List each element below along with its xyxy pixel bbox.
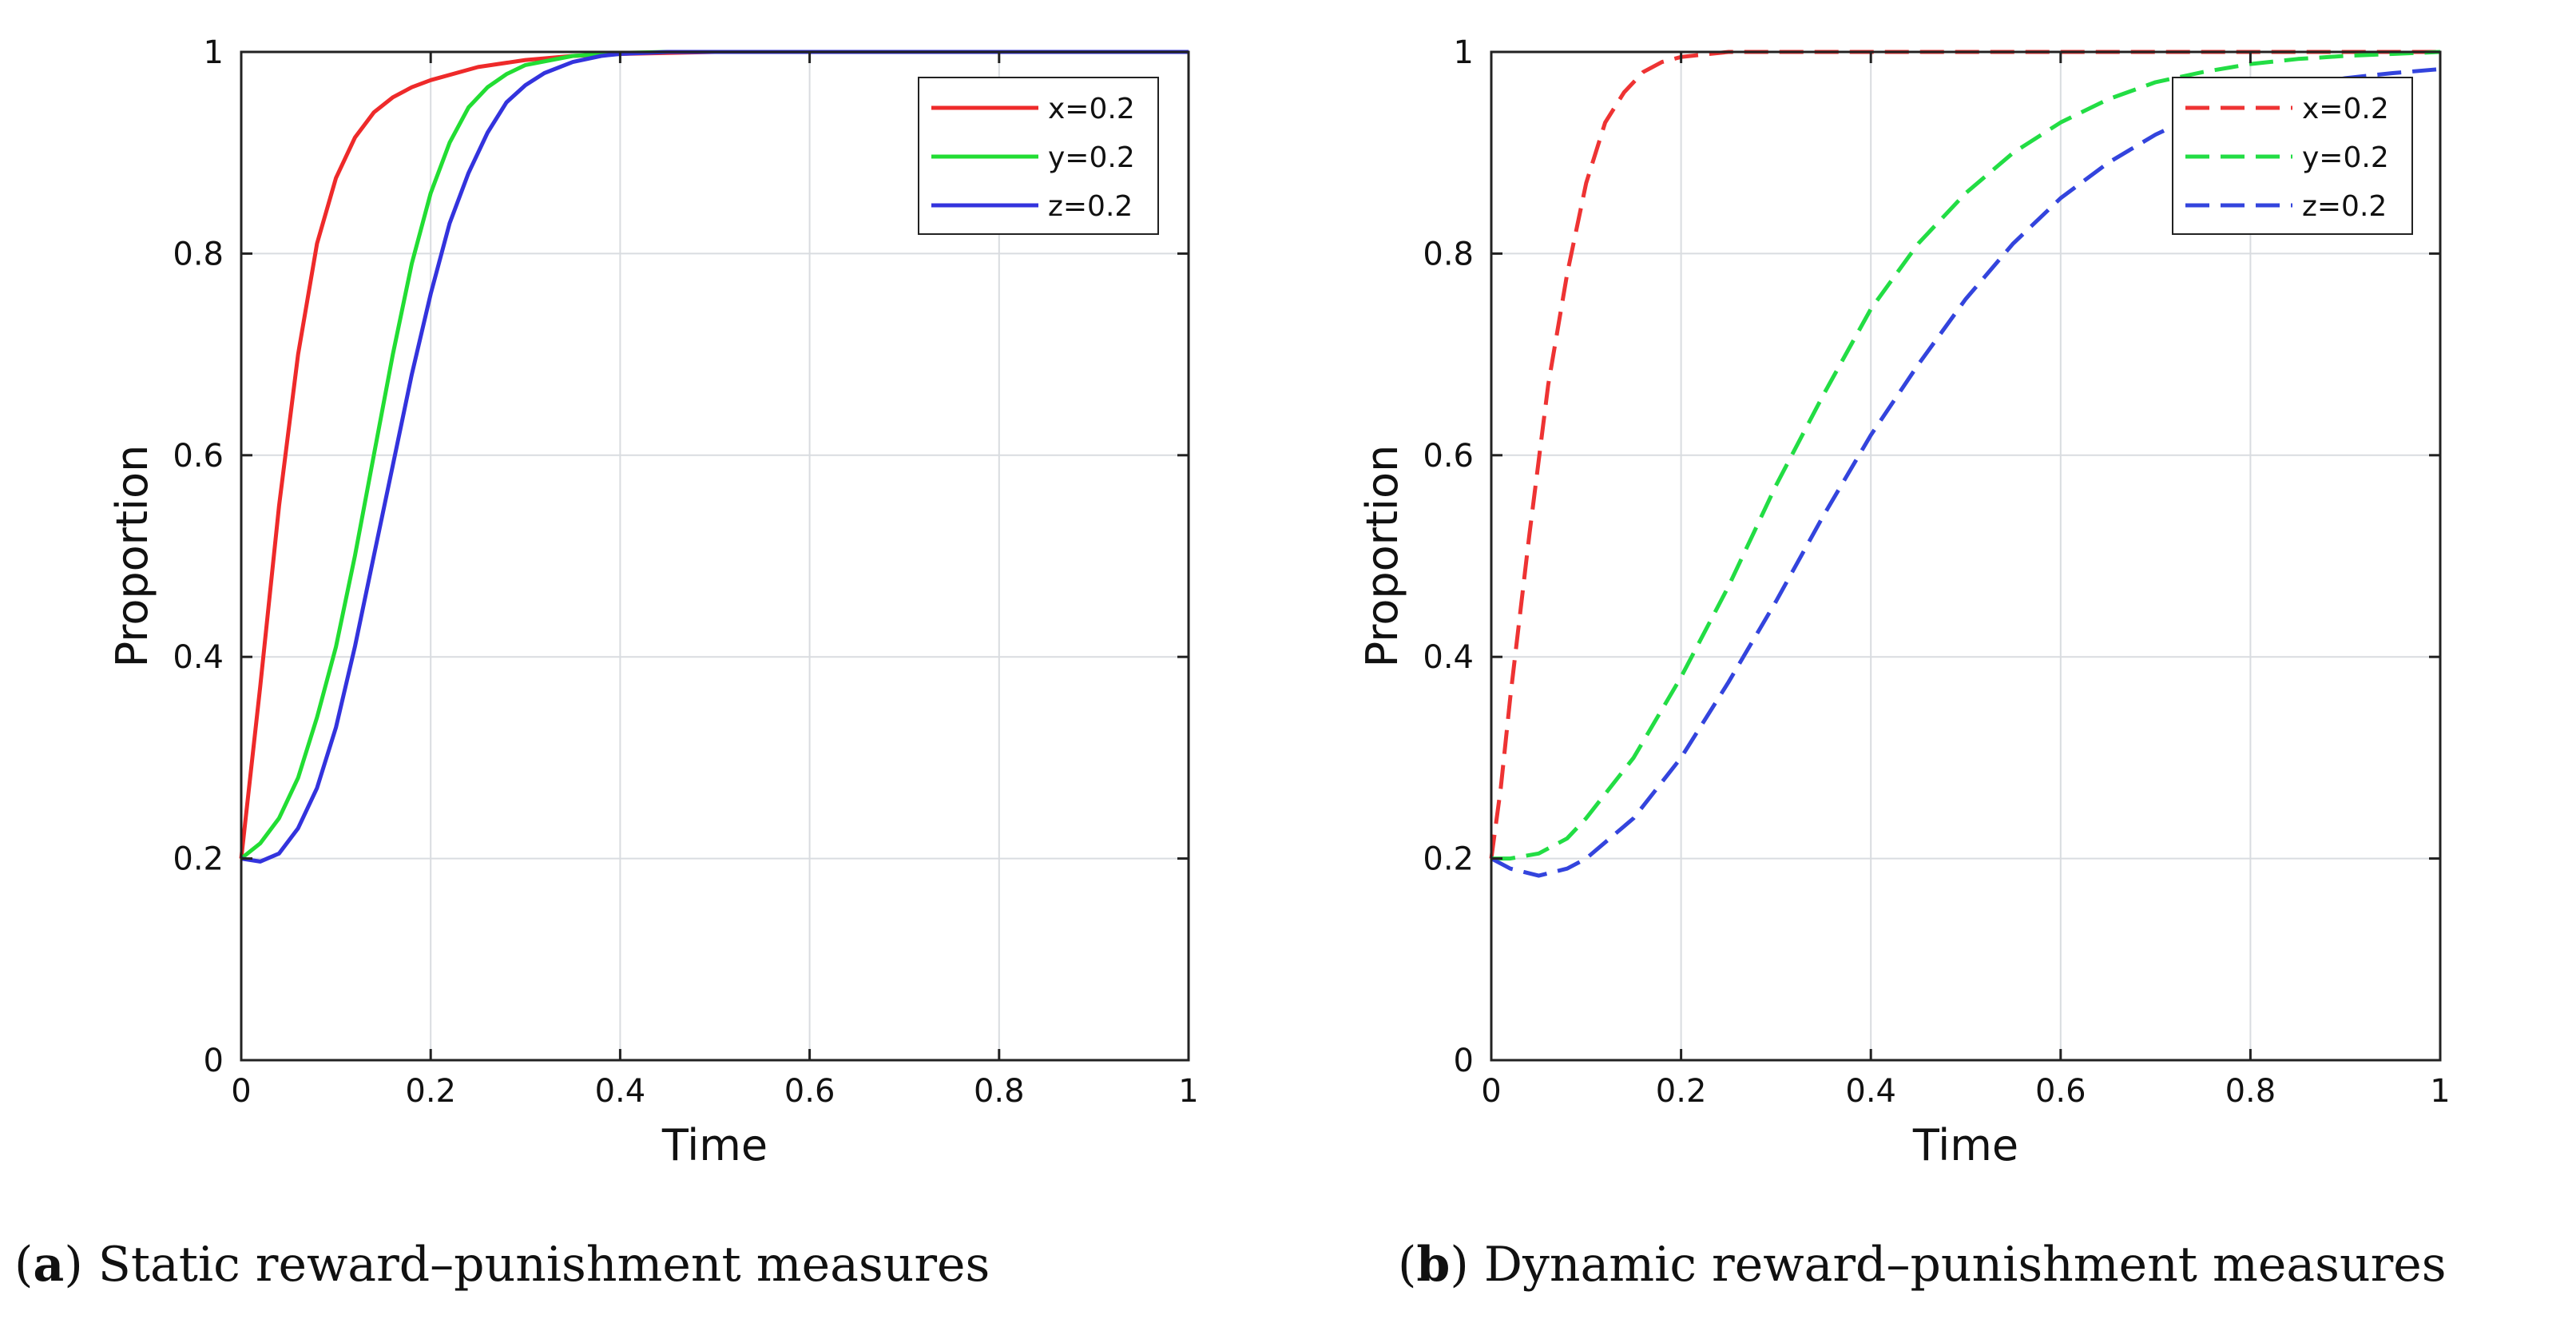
y-tick-label: 0.8 bbox=[1423, 236, 1474, 272]
x-tick-label: 0.8 bbox=[2225, 1073, 2276, 1110]
y-tick-label: 1 bbox=[1454, 34, 1474, 71]
x-tick-label: 0.6 bbox=[784, 1073, 836, 1110]
caption-letter-a: a bbox=[33, 1237, 65, 1293]
x-tick-label: 0.2 bbox=[405, 1073, 456, 1110]
y-tick-label: 0.2 bbox=[1423, 841, 1474, 878]
x-tick-label: 1 bbox=[2430, 1073, 2450, 1110]
chart-panel-b: 0 0.2 0.4 0.6 0.8 1 0 0.2 0.4 0.6 0.8 1 Time Proporti… bbox=[1357, 34, 2451, 1170]
chart-panel-a: 0 0.2 0.4 0.6 0.8 1 0 0.2 0.4 0.6 0.8 1 Time Proporti… bbox=[107, 34, 1199, 1170]
x-tick-label: 1 bbox=[1178, 1073, 1198, 1110]
y-tick-label: 0.6 bbox=[1423, 438, 1474, 475]
legend-a: x=0.2 y=0.2 z=0.2 bbox=[918, 77, 1159, 235]
legend-label: x=0.2 bbox=[2302, 93, 2389, 125]
y-tick-label: 0.4 bbox=[173, 639, 224, 676]
y-tick-label: 0.6 bbox=[173, 438, 224, 475]
x-tick-label: 0 bbox=[1481, 1073, 1501, 1110]
legend-label: y=0.2 bbox=[2302, 141, 2389, 174]
caption-a: (a) Static reward–punishment measures bbox=[14, 1237, 990, 1293]
x-axis-label: Time bbox=[661, 1120, 768, 1170]
y-tick-label: 0 bbox=[1454, 1043, 1474, 1079]
caption-text-a: Static reward–punishment measures bbox=[97, 1237, 990, 1293]
axes-frame-a bbox=[240, 50, 1190, 1062]
caption-letter-b: b bbox=[1416, 1237, 1451, 1293]
y-axis-label: Proportion bbox=[1357, 445, 1407, 668]
series-line-y bbox=[1491, 50, 2441, 861]
x-tick-label: 0.6 bbox=[2035, 1073, 2086, 1110]
legend-label: z=0.2 bbox=[1048, 190, 1133, 223]
legend-label: z=0.2 bbox=[2302, 190, 2387, 223]
axes-frame-b bbox=[1490, 50, 2442, 1062]
legend-label: y=0.2 bbox=[1048, 141, 1135, 174]
y-tick-label: 0.4 bbox=[1423, 639, 1474, 676]
y-tick-label: 0 bbox=[204, 1043, 224, 1079]
x-tick-label: 0.8 bbox=[974, 1073, 1025, 1110]
caption-b: (b) Dynamic reward–punishment measures bbox=[1398, 1237, 2447, 1293]
y-tick-label: 0.2 bbox=[173, 841, 224, 878]
x-tick-label: 0.4 bbox=[1845, 1073, 1896, 1110]
x-tick-label: 0.4 bbox=[595, 1073, 646, 1110]
y-axis-label: Proportion bbox=[107, 445, 157, 668]
y-tick-label: 0.8 bbox=[173, 236, 224, 272]
caption-text-b: Dynamic reward–punishment measures bbox=[1483, 1237, 2447, 1293]
legend-b: x=0.2 y=0.2 z=0.2 bbox=[2172, 77, 2413, 235]
x-axis-label: Time bbox=[1912, 1120, 2018, 1170]
x-tick-label: 0.2 bbox=[1656, 1073, 1707, 1110]
legend-label: x=0.2 bbox=[1048, 93, 1135, 125]
y-tick-label: 1 bbox=[204, 34, 224, 71]
x-tick-label: 0 bbox=[231, 1073, 251, 1110]
